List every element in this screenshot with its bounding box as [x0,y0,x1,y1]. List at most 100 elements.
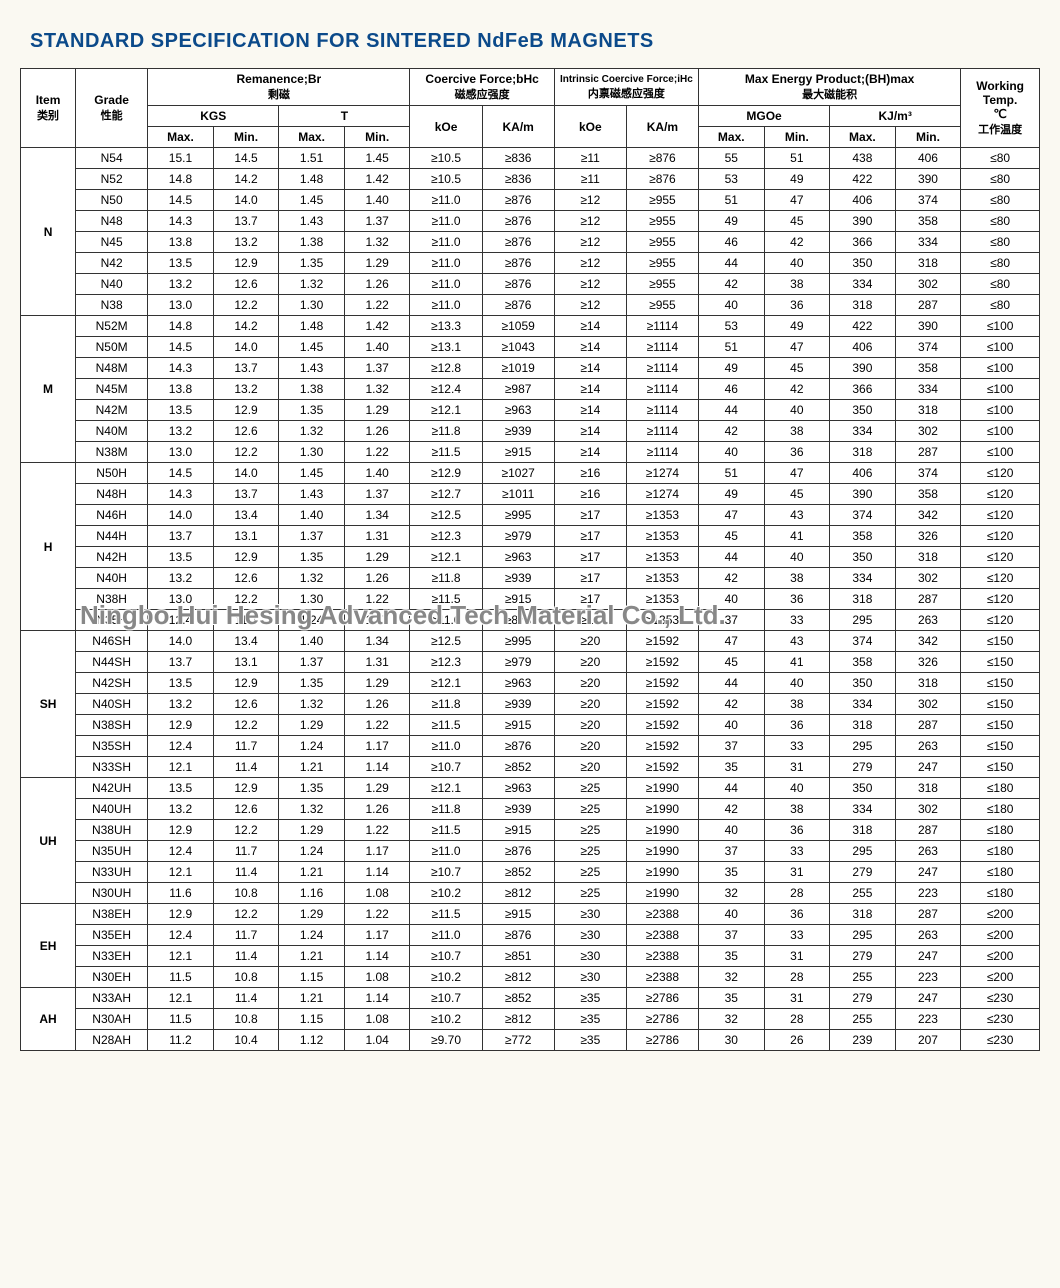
cell-kam1: ≥852 [482,988,554,1009]
cell-t_max: 1.24 [279,925,345,946]
cell-t_min: 1.08 [344,1009,410,1030]
cell-grade: N48H [76,484,148,505]
cell-koe2: ≥12 [554,190,626,211]
cell-mgoe_max: 42 [698,799,764,820]
cell-kjm_min: 390 [895,316,961,337]
cell-t_max: 1.38 [279,379,345,400]
cell-grade: N28AH [76,1030,148,1051]
cell-kam1: ≥963 [482,673,554,694]
cell-mgoe_min: 40 [764,400,830,421]
cell-temp: ≤120 [961,463,1040,484]
cell-kgs_max: 13.5 [148,778,214,799]
cell-kgs_min: 14.0 [213,463,279,484]
cell-kjm_min: 247 [895,988,961,1009]
header-mgoe: MGOe [698,106,829,127]
cell-temp: ≤230 [961,1030,1040,1051]
cell-temp: ≤120 [961,589,1040,610]
cell-grade: N52M [76,316,148,337]
cell-grade: N48 [76,211,148,232]
cell-kam1: ≥915 [482,904,554,925]
cell-kgs_min: 14.2 [213,316,279,337]
cell-t_max: 1.24 [279,841,345,862]
cell-grade: N35SH [76,736,148,757]
cell-koe1: ≥11.8 [410,799,482,820]
cell-kjm_min: 247 [895,862,961,883]
cell-t_min: 1.32 [344,232,410,253]
cell-kgs_max: 14.5 [148,463,214,484]
cell-kam1: ≥876 [482,925,554,946]
cell-koe1: ≥12.4 [410,379,482,400]
cell-kam2: ≥1114 [626,316,698,337]
cell-temp: ≤120 [961,505,1040,526]
cell-grade: N33EH [76,946,148,967]
cell-koe1: ≥10.7 [410,946,482,967]
cell-koe2: ≥16 [554,484,626,505]
cell-kjm_max: 406 [830,337,896,358]
cell-kjm_max: 350 [830,778,896,799]
cell-kgs_min: 12.6 [213,694,279,715]
cell-t_min: 1.40 [344,337,410,358]
cell-kam2: ≥1353 [626,526,698,547]
cell-kjm_min: 334 [895,232,961,253]
cell-kgs_min: 12.2 [213,715,279,736]
cell-t_min: 1.22 [344,820,410,841]
cell-kam2: ≥2388 [626,946,698,967]
cell-temp: ≤150 [961,757,1040,778]
cell-kjm_min: 302 [895,421,961,442]
cell-kam1: ≥876 [482,253,554,274]
table-row: N35H12.411.71.241.17≥11.0≥876≥17≥1353373… [21,610,1040,631]
header-koe1: kOe [410,106,482,148]
cell-grade: N42UH [76,778,148,799]
cell-kam2: ≥1990 [626,883,698,904]
cell-mgoe_min: 33 [764,610,830,631]
cell-kgs_max: 11.5 [148,967,214,988]
cell-mgoe_max: 40 [698,442,764,463]
table-row: SHN46SH14.013.41.401.34≥12.5≥995≥20≥1592… [21,631,1040,652]
cell-grade: N45M [76,379,148,400]
cell-kam1: ≥939 [482,799,554,820]
cell-kam2: ≥1353 [626,505,698,526]
cell-t_max: 1.45 [279,337,345,358]
cell-temp: ≤150 [961,631,1040,652]
cell-t_min: 1.42 [344,316,410,337]
cell-t_max: 1.30 [279,442,345,463]
cell-mgoe_min: 38 [764,799,830,820]
cell-koe1: ≥11.0 [410,190,482,211]
cell-kjm_min: 374 [895,463,961,484]
cell-mgoe_max: 35 [698,862,764,883]
cell-koe2: ≥14 [554,421,626,442]
cell-mgoe_max: 53 [698,316,764,337]
cell-mgoe_min: 33 [764,925,830,946]
spec-table: Item 类别 Grade 性能 Remanence;Br 剩磁 Coerciv… [20,68,1040,1051]
cell-kgs_min: 14.0 [213,190,279,211]
cell-kjm_min: 287 [895,442,961,463]
cell-kgs_min: 11.4 [213,757,279,778]
cell-kam2: ≥1592 [626,631,698,652]
cell-kjm_max: 334 [830,421,896,442]
cell-kam1: ≥876 [482,232,554,253]
cell-t_max: 1.35 [279,673,345,694]
cell-kjm_min: 318 [895,778,961,799]
cell-mgoe_max: 55 [698,148,764,169]
cell-mgoe_min: 47 [764,463,830,484]
cell-kgs_min: 13.7 [213,358,279,379]
cell-t_max: 1.35 [279,253,345,274]
cell-koe1: ≥9.70 [410,1030,482,1051]
cell-temp: ≤100 [961,421,1040,442]
cell-mgoe_min: 33 [764,841,830,862]
cell-kjm_min: 247 [895,946,961,967]
cell-koe1: ≥12.5 [410,505,482,526]
cell-t_max: 1.35 [279,547,345,568]
cell-t_min: 1.42 [344,169,410,190]
cell-koe1: ≥12.3 [410,526,482,547]
cell-kgs_min: 11.7 [213,736,279,757]
cell-kjm_max: 318 [830,820,896,841]
cell-kgs_min: 13.1 [213,652,279,673]
cell-t_max: 1.40 [279,505,345,526]
cell-mgoe_min: 43 [764,631,830,652]
cell-kgs_max: 12.1 [148,862,214,883]
cell-kam2: ≥1114 [626,400,698,421]
cell-kgs_min: 11.7 [213,925,279,946]
header-intrinsic: Intrinsic Coercive Force;iHc 内禀磁感应强度 [554,69,698,106]
cell-koe1: ≥13.3 [410,316,482,337]
